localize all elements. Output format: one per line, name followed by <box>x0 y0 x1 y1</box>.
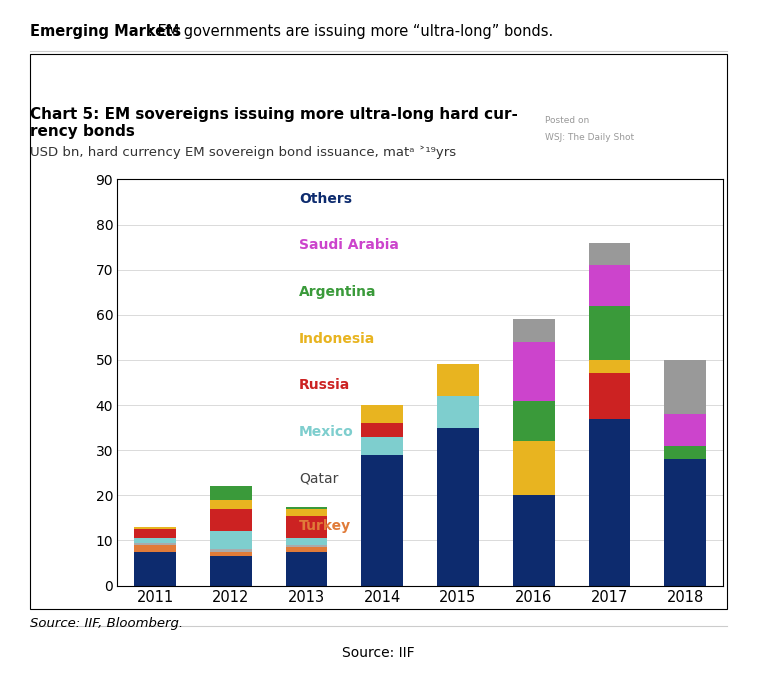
Text: rency bonds: rency bonds <box>30 124 136 139</box>
Bar <box>513 401 554 441</box>
Bar <box>135 527 176 529</box>
Bar <box>210 550 251 552</box>
Bar <box>210 552 251 556</box>
Bar <box>513 496 554 586</box>
Bar <box>210 500 251 509</box>
Bar <box>589 306 630 360</box>
Bar <box>210 531 251 550</box>
Bar <box>135 545 176 552</box>
Bar <box>362 405 403 423</box>
Bar <box>362 437 403 455</box>
Text: USD bn, hard currency EM sovereign bond issuance, matᵃ ˃¹⁹yrs: USD bn, hard currency EM sovereign bond … <box>30 146 456 159</box>
Text: Mexico: Mexico <box>299 425 354 439</box>
Bar <box>286 509 328 516</box>
Text: Source: IIF: Source: IIF <box>342 646 415 660</box>
Bar <box>210 486 251 500</box>
Bar <box>589 374 630 418</box>
Text: Posted on: Posted on <box>545 116 589 125</box>
Bar <box>438 364 479 396</box>
Bar <box>665 414 706 445</box>
Text: Emerging Markets: Emerging Markets <box>30 24 182 39</box>
Bar <box>589 360 630 374</box>
Bar <box>665 360 706 414</box>
Text: Argentina: Argentina <box>299 285 376 299</box>
Bar <box>513 320 554 342</box>
Bar <box>286 552 328 586</box>
Text: Chart 5: EM sovereigns issuing more ultra-long hard cur-: Chart 5: EM sovereigns issuing more ultr… <box>30 107 518 122</box>
Bar <box>438 396 479 428</box>
Bar <box>362 455 403 586</box>
Bar <box>286 538 328 545</box>
Bar <box>589 265 630 306</box>
Bar <box>286 516 328 538</box>
Bar <box>210 556 251 586</box>
Text: WSJ: The Daily Shot: WSJ: The Daily Shot <box>545 133 634 142</box>
Bar <box>513 342 554 401</box>
Text: Source: IIF, Bloomberg.: Source: IIF, Bloomberg. <box>30 617 183 630</box>
Text: Qatar: Qatar <box>299 472 338 486</box>
Bar <box>589 418 630 586</box>
Text: Saudi Arabia: Saudi Arabia <box>299 238 399 253</box>
Bar <box>286 547 328 552</box>
Bar <box>286 545 328 547</box>
Bar <box>286 506 328 509</box>
Bar <box>665 459 706 586</box>
Bar <box>362 423 403 437</box>
Text: Indonesia: Indonesia <box>299 332 375 346</box>
Bar <box>589 242 630 265</box>
Bar <box>135 552 176 586</box>
Bar <box>665 445 706 459</box>
Text: Russia: Russia <box>299 378 350 393</box>
Text: Turkey: Turkey <box>299 519 351 533</box>
Bar <box>135 538 176 543</box>
Bar <box>438 428 479 586</box>
Bar <box>135 543 176 545</box>
Text: : EM governments are issuing more “ultra-long” bonds.: : EM governments are issuing more “ultra… <box>148 24 553 39</box>
Bar <box>513 441 554 496</box>
Text: Others: Others <box>299 192 352 206</box>
Bar <box>210 509 251 531</box>
Bar <box>135 529 176 538</box>
